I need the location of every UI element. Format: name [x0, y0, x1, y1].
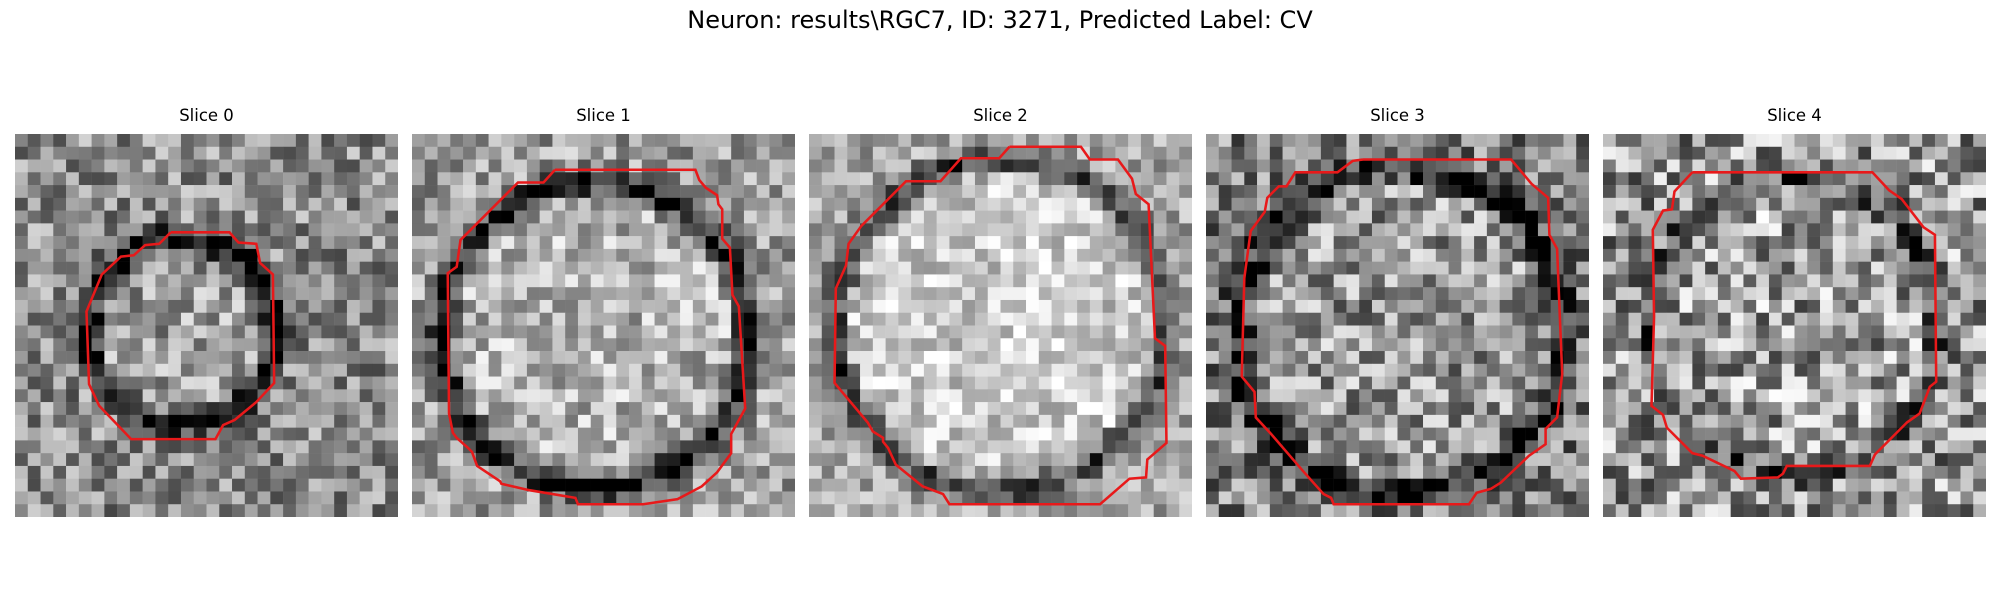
cell-contour: [833, 145, 1168, 506]
slice-panel-3: Slice 3: [1206, 106, 1589, 517]
pixel-grid: [1603, 134, 1986, 517]
slice-image: [15, 134, 398, 517]
pixel-grid: [809, 134, 1192, 517]
cell-contour: [85, 231, 276, 441]
slice-title: Slice 4: [1767, 106, 1822, 125]
slice-title: Slice 1: [576, 106, 631, 125]
slice-title: Slice 2: [973, 106, 1028, 125]
slice-panel-4: Slice 4: [1603, 106, 1986, 517]
slice-panel-0: Slice 0: [15, 106, 398, 517]
pixel-grid: [1206, 134, 1589, 517]
slice-image: [1206, 134, 1589, 517]
cell-contour: [1240, 158, 1564, 506]
cell-contour: [1650, 171, 1938, 480]
slice-panel-2: Slice 2: [809, 106, 1192, 517]
slice-image: [809, 134, 1192, 517]
cell-contour: [446, 168, 747, 506]
slice-title: Slice 3: [1370, 106, 1425, 125]
slice-image: [1603, 134, 1986, 517]
slice-title: Slice 0: [179, 106, 234, 125]
pixel-grid: [412, 134, 795, 517]
slice-image: [412, 134, 795, 517]
slice-panel-1: Slice 1: [412, 106, 795, 517]
figure-title: Neuron: results\RGC7, ID: 3271, Predicte…: [687, 6, 1313, 34]
pixel-grid: [15, 134, 398, 517]
